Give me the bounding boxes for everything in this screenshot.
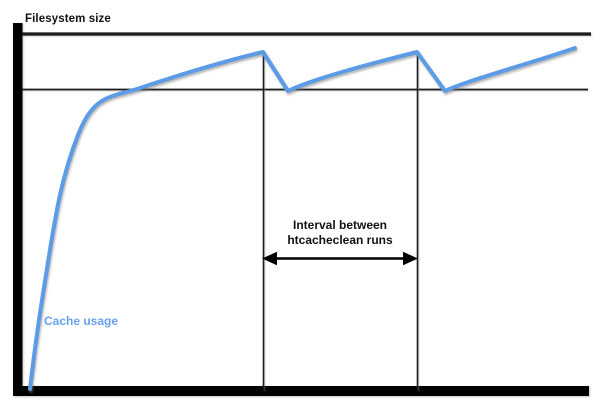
interval-arrow-right-head-icon <box>403 251 418 266</box>
interval-label: Interval between htcacheclean runs <box>263 218 417 248</box>
interval-label-line2: htcacheclean runs <box>287 233 393 247</box>
y-axis <box>13 23 23 396</box>
cache-usage-label: Cache usage <box>44 314 119 328</box>
cache-usage-curve <box>28 46 577 391</box>
x-axis <box>13 386 589 396</box>
interval-arrow-left-head-icon <box>262 251 277 266</box>
interval-arrow <box>262 251 418 266</box>
interval-label-line1: Interval between <box>292 218 388 232</box>
axes <box>13 23 589 396</box>
filesystem-size-label: Filesystem size <box>25 13 111 25</box>
